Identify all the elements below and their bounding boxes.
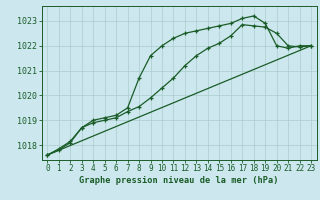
X-axis label: Graphe pression niveau de la mer (hPa): Graphe pression niveau de la mer (hPa) xyxy=(79,176,279,185)
